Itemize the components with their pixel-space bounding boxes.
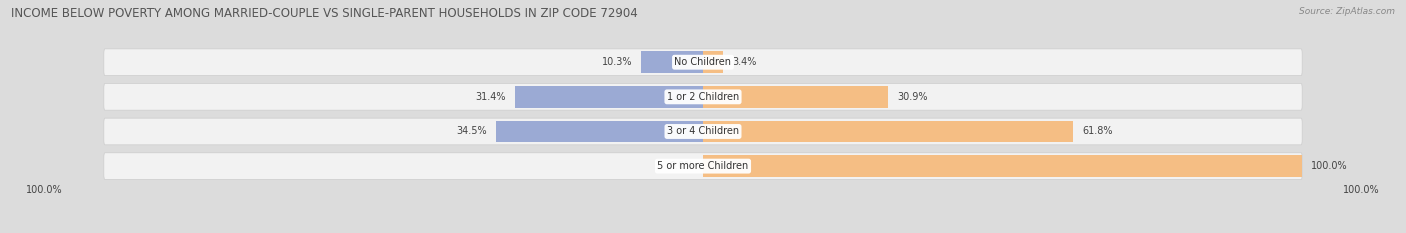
Text: 10.3%: 10.3% xyxy=(602,57,633,67)
Bar xyxy=(641,51,703,73)
Bar xyxy=(703,121,1073,142)
Text: 30.9%: 30.9% xyxy=(897,92,928,102)
Text: 34.5%: 34.5% xyxy=(457,127,488,137)
FancyBboxPatch shape xyxy=(104,83,1302,110)
FancyBboxPatch shape xyxy=(104,49,1302,75)
Text: 1 or 2 Children: 1 or 2 Children xyxy=(666,92,740,102)
Text: 0.0%: 0.0% xyxy=(669,161,695,171)
FancyBboxPatch shape xyxy=(104,118,1302,145)
Text: Source: ZipAtlas.com: Source: ZipAtlas.com xyxy=(1299,7,1395,16)
Text: 100.0%: 100.0% xyxy=(27,185,63,195)
Text: 5 or more Children: 5 or more Children xyxy=(658,161,748,171)
FancyBboxPatch shape xyxy=(104,153,1302,179)
Text: 100.0%: 100.0% xyxy=(1310,161,1348,171)
Bar xyxy=(703,86,889,108)
Text: INCOME BELOW POVERTY AMONG MARRIED-COUPLE VS SINGLE-PARENT HOUSEHOLDS IN ZIP COD: INCOME BELOW POVERTY AMONG MARRIED-COUPL… xyxy=(11,7,638,20)
Text: 100.0%: 100.0% xyxy=(1343,185,1379,195)
Text: 3 or 4 Children: 3 or 4 Children xyxy=(666,127,740,137)
Text: 31.4%: 31.4% xyxy=(475,92,506,102)
Bar xyxy=(703,155,1302,177)
Text: 3.4%: 3.4% xyxy=(733,57,756,67)
Bar xyxy=(515,86,703,108)
Bar xyxy=(703,51,723,73)
Text: 61.8%: 61.8% xyxy=(1083,127,1112,137)
Bar xyxy=(496,121,703,142)
Text: No Children: No Children xyxy=(675,57,731,67)
